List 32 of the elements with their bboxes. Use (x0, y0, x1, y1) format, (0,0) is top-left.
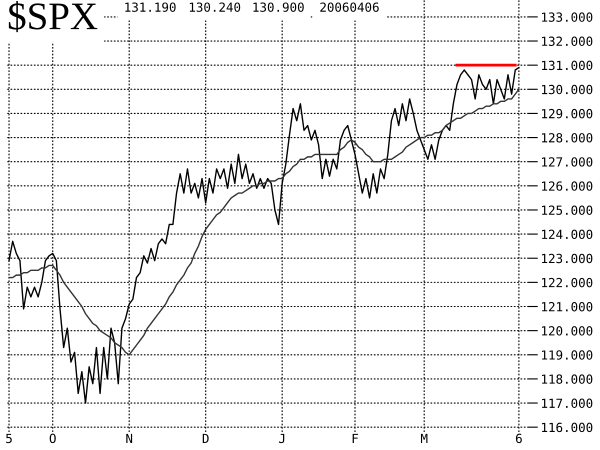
y-tick-label: 116.000 (542, 422, 592, 432)
x-tick-label: J (279, 434, 284, 444)
y-tick-label: 133.000 (542, 12, 592, 22)
x-tick-label: 6 (516, 434, 522, 444)
x-tick-label: D (202, 434, 209, 443)
annotation: 130.240 (190, 2, 240, 12)
y-tick-label: 132.000 (542, 36, 592, 46)
annotation: 131.190 (125, 2, 176, 12)
x-tick-label: F (352, 434, 358, 443)
y-tick-label: 128.000 (542, 133, 592, 143)
x-tick-label: N (126, 434, 132, 443)
annotation: 130.900 (253, 2, 304, 12)
y-tick-label: 127.000 (542, 157, 592, 167)
y-tick-label: 119.000 (542, 350, 592, 360)
y-tick-label: 124.000 (542, 230, 592, 240)
x-tick-label: O (50, 434, 56, 444)
x-tick-label: M (420, 434, 428, 443)
y-tick-label: 130.000 (542, 84, 592, 94)
y-tick-label: 117.000 (542, 398, 592, 408)
annotation: 20060406 (320, 2, 379, 12)
y-tick-label: 120.000 (542, 326, 592, 336)
y-tick-label: 125.000 (542, 205, 592, 215)
y-tick-label: 131.000 (542, 60, 592, 70)
y-tick-label: 121.000 (542, 302, 592, 312)
y-tick-label: 123.000 (542, 254, 592, 264)
y-tick-label: 118.000 (542, 374, 592, 384)
y-tick-label: 129.000 (542, 108, 592, 118)
x-tick-label: 5 (6, 434, 12, 444)
line-series (8, 88, 520, 356)
y-tick-label: 122.000 (542, 278, 592, 288)
chart-title: $SPX (8, 0, 98, 32)
y-tick-label: 126.000 (542, 181, 592, 191)
